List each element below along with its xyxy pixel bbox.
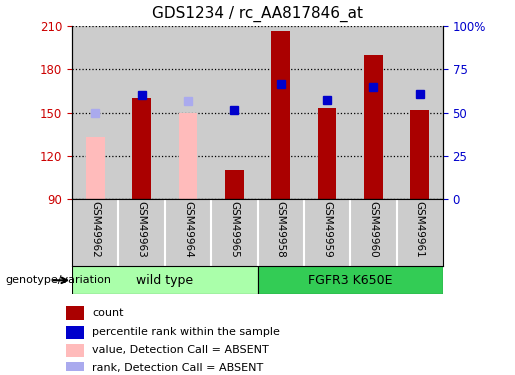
Bar [65,362,84,375]
Bar [258,26,304,199]
Bar [258,266,443,294]
Text: GSM49962: GSM49962 [90,201,100,258]
Bar [65,344,84,357]
Text: wild type: wild type [136,274,193,287]
Bar [225,170,244,199]
Bar [72,26,118,199]
Bar [271,31,290,199]
Bar [165,26,211,199]
Text: GSM49959: GSM49959 [322,201,332,258]
Bar [318,108,336,199]
Bar [86,137,105,199]
Bar [132,98,151,199]
Bar [304,26,350,199]
Text: GSM49965: GSM49965 [229,201,239,258]
Title: GDS1234 / rc_AA817846_at: GDS1234 / rc_AA817846_at [152,6,363,22]
Text: percentile rank within the sample: percentile rank within the sample [92,327,280,337]
Text: GSM49964: GSM49964 [183,201,193,258]
Bar [179,112,197,199]
Bar [211,26,258,199]
Bar [350,26,397,199]
Text: GSM49961: GSM49961 [415,201,425,258]
Text: GSM49958: GSM49958 [276,201,286,258]
Bar [72,266,258,294]
Bar [364,55,383,199]
Bar [118,26,165,199]
Bar [65,306,84,320]
Text: rank, Detection Call = ABSENT: rank, Detection Call = ABSENT [92,363,264,373]
Text: count: count [92,308,124,318]
Bar [397,26,443,199]
Text: genotype/variation: genotype/variation [5,275,111,285]
Text: value, Detection Call = ABSENT: value, Detection Call = ABSENT [92,345,269,355]
Text: GSM49963: GSM49963 [136,201,147,258]
Text: FGFR3 K650E: FGFR3 K650E [308,274,392,287]
Bar [410,110,429,199]
Text: GSM49960: GSM49960 [368,201,379,257]
Bar [65,326,84,339]
